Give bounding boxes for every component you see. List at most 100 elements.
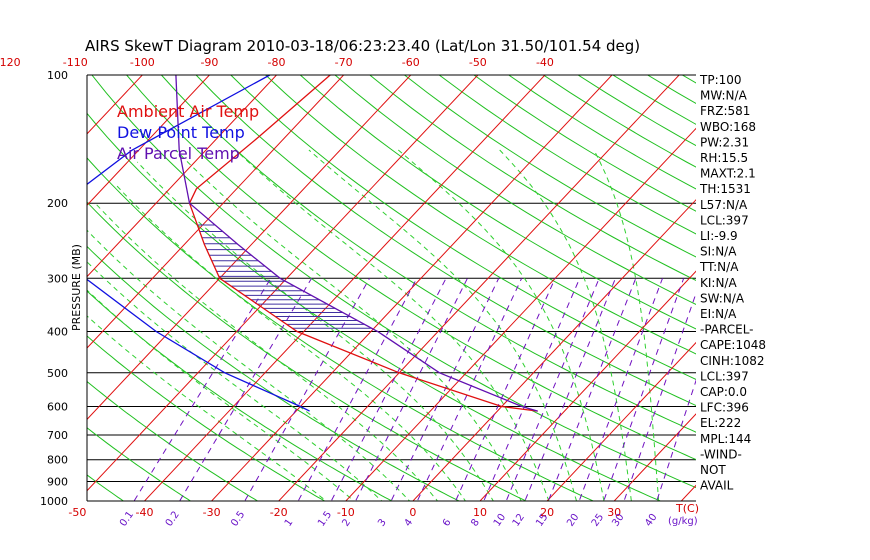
pressure-tick-label: 300 [47, 272, 68, 285]
mixing-ratio-labels: 0.1 0.2 0.5 1 1.5 2 3 4 6 8 10 12 15 20 25 30 40 [118, 509, 660, 528]
isotherm-line [143, 75, 546, 501]
index-panel-item: LCL:397 [700, 213, 749, 227]
pressure-tick-label: 700 [47, 429, 68, 442]
profile-dew-point-temp [87, 75, 310, 412]
dry-adiabat-line [87, 290, 393, 501]
index-panel-item: CINH:1082 [700, 354, 765, 368]
top-temperature-ticks: -120 -110 -100 -90 -80 -70 -60 -50 -40 [0, 56, 554, 69]
bottom-temp-tick-label: -40 [136, 506, 154, 519]
mixing-ratio-label: 10 [492, 512, 508, 529]
isotherm-line [87, 75, 479, 492]
index-panel-item: LI:-9.9 [700, 229, 738, 243]
dry-adiabat-line [852, 56, 870, 511]
mixing-ratio-line [133, 277, 272, 501]
mixing-ratio-line [578, 278, 663, 501]
moist-adiabat-line [87, 315, 328, 501]
mixing-ratio-label: 1 [283, 517, 296, 529]
mixing-ratio-line [623, 291, 696, 501]
index-panel-item: WBO:168 [700, 120, 756, 134]
mixing-ratio-label: 40 [643, 512, 659, 529]
isotherm-line [87, 75, 412, 421]
moist-adiabat-line [235, 149, 550, 501]
mixing-ratio-label: 8 [469, 517, 482, 529]
isotherm-line [0, 56, 26, 511]
index-panel-item: LCL:397 [700, 369, 749, 383]
mixing-ratio-label: 0.1 [118, 509, 136, 528]
index-panel-item: -PARCEL- [700, 323, 754, 337]
mixing-ratio-line [603, 278, 685, 501]
isotherm-line [479, 270, 696, 501]
index-panel-item: EL:222 [700, 416, 741, 430]
dry-adiabat-line [438, 75, 696, 235]
moist-adiabat-line [136, 161, 494, 501]
dry-adiabat-line [681, 75, 696, 84]
top-temp-tick-label: -120 [0, 56, 21, 69]
mixing-ratio-line [505, 278, 600, 501]
isotherm-line [345, 127, 696, 501]
index-panel-item: EI:N/A [700, 307, 737, 321]
bottom-temp-tick-label: 10 [473, 506, 487, 519]
top-temp-tick-label: -60 [402, 56, 420, 69]
mixing-ratio-line [455, 278, 556, 501]
pressure-tick-label: 200 [47, 197, 68, 210]
top-temp-tick-label: -70 [335, 56, 353, 69]
mixing-ratio-label: 1.5 [316, 509, 334, 528]
mixing-ratio-line [244, 278, 370, 501]
dry-adiabat-line [369, 75, 696, 282]
isotherm-line [613, 413, 696, 501]
index-panel-item: -WIND- [700, 447, 742, 461]
index-panel-item: KI:N/A [700, 276, 737, 290]
mixing-ratio-label: 0.5 [229, 509, 247, 528]
mixing-ratio-label: 2 [340, 517, 353, 529]
mixing-ratio-label: 12 [511, 512, 527, 529]
mixing-ratio-label: 3 [376, 517, 389, 529]
top-temp-tick-label: -100 [130, 56, 155, 69]
top-temp-tick-label: -110 [63, 56, 88, 69]
mixing-ratio-line [656, 379, 696, 501]
isotherm-line [546, 341, 696, 501]
index-panel-item: CAPE:1048 [700, 338, 766, 352]
index-panel-item: PW:2.31 [700, 135, 749, 149]
bottom-temp-tick-label: -50 [68, 506, 86, 519]
dry-adiabat-line [334, 75, 696, 306]
pressure-tick-label: 800 [47, 454, 68, 467]
isotherm-line [210, 75, 613, 501]
mixing-ratio-line [179, 277, 313, 501]
index-panel-item: SW:N/A [700, 291, 745, 305]
index-panel-item: FRZ:581 [700, 104, 750, 118]
index-panel-item: LFC:396 [700, 401, 749, 415]
dry-adiabat-line [230, 75, 696, 380]
moist-adiabat-line [87, 229, 411, 501]
moist-adiabat-line [175, 149, 522, 501]
mixing-ratio-line [524, 278, 616, 501]
bottom-temp-tick-label: 0 [409, 506, 416, 519]
mixing-ratio-unit-label: (g/kg) [668, 516, 698, 527]
mixing-ratio-label: 4 [403, 517, 416, 529]
mixing-ratio-line [483, 278, 581, 501]
index-panel-item: AVAIL [700, 479, 734, 493]
dry-adiabat-line [403, 75, 696, 258]
index-panel-item: MPL:144 [700, 432, 751, 446]
pressure-tick-label: 400 [47, 325, 68, 338]
mixing-ratio-line [547, 278, 637, 501]
pressure-tick-label: 1000 [40, 495, 68, 508]
bottom-temp-tick-label: -30 [203, 506, 221, 519]
moist-adiabat-line [499, 149, 632, 501]
moist-adiabat-line [87, 289, 355, 501]
pressure-tick-labels: 100 200 300 400 500 600 700 800 900 1000 [40, 69, 68, 508]
moist-adiabat-line [308, 149, 578, 501]
dry-adiabat-line [751, 56, 870, 511]
chart-title: AIRS SkewT Diagram 2010-03-18/06:23:23.4… [85, 37, 640, 55]
moist-adiabat-line [87, 261, 383, 501]
isotherm-line [87, 75, 345, 349]
index-panel-item: MAXT:2.1 [700, 167, 756, 181]
isotherm-line [87, 75, 278, 278]
dry-adiabat-line [195, 75, 696, 407]
isotherm-line [278, 75, 680, 501]
mixing-ratio-line [416, 278, 523, 501]
dry-adiabat-line [91, 75, 696, 489]
mixing-ratio-label: 20 [565, 512, 581, 529]
bottom-temperature-ticks: -50 -40 -30 -20 -10 0 10 20 30 [68, 506, 621, 519]
index-panel-item: CAP:0.0 [700, 385, 747, 399]
